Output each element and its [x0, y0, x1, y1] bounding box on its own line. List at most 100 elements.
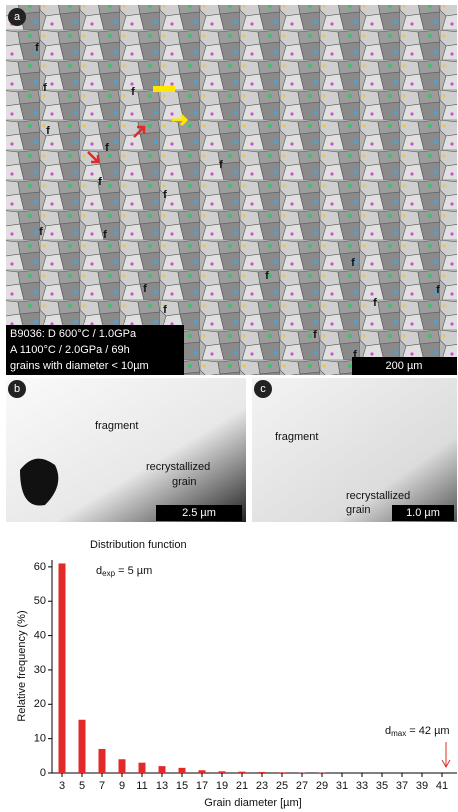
scale-bar-label: 200 µm — [386, 360, 423, 372]
fragment-mark: f — [46, 125, 50, 137]
y-tick-label: 40 — [34, 629, 46, 641]
arrow — [172, 113, 189, 127]
y-tick-label: 10 — [34, 733, 46, 745]
annotation: dexp = 5 µm — [96, 565, 152, 578]
annotation: dmax = 42 µm — [385, 725, 450, 738]
caption-line: B9036: D 600°C / 1.0GPa — [10, 328, 137, 340]
annotation-sub: exp — [102, 569, 115, 578]
annotation-main: d — [385, 725, 391, 737]
x-tick-label: 37 — [396, 780, 408, 792]
scale-box — [352, 357, 457, 375]
region-label: grain — [346, 504, 370, 516]
fragment-mark: f — [373, 297, 377, 309]
fragment-mark: f — [163, 304, 167, 316]
fragment-mark: f — [219, 159, 223, 171]
scale-bar-label: 1.0 µm — [406, 507, 440, 519]
x-tick-label: 13 — [156, 780, 168, 792]
fragment-mark: f — [39, 226, 43, 238]
bar — [258, 771, 266, 773]
x-tick-label: 7 — [99, 780, 105, 792]
bar — [178, 767, 186, 773]
bar — [78, 719, 86, 773]
inclusion — [20, 458, 59, 506]
bar — [238, 771, 246, 773]
x-tick-label: 23 — [256, 780, 268, 792]
scale-box — [156, 505, 242, 521]
annotation-rest: = 42 µm — [406, 725, 449, 737]
fragment-mark: f — [103, 229, 107, 241]
annotation-main: d — [96, 565, 102, 577]
panel-label: b — [14, 383, 20, 395]
x-axis-label: Grain diameter [µm] — [204, 797, 301, 809]
dmax-arrow — [441, 742, 451, 769]
panel-b: b fragment recrystallized grain 2.5 µm — [6, 378, 246, 522]
panel-label: c — [260, 383, 266, 395]
region-label: grain — [172, 476, 196, 488]
region-label: fragment — [95, 420, 138, 432]
caption-line: A 1100°C / 2.0GPa / 69h — [10, 344, 130, 356]
arrow — [133, 125, 146, 138]
panel-label: a — [14, 11, 21, 23]
fragment-mark: f — [131, 86, 135, 98]
chart-title: Distribution function — [90, 539, 187, 551]
fragment-mark: f — [313, 329, 317, 341]
x-tick-label: 39 — [416, 780, 428, 792]
arrow — [87, 151, 100, 164]
fragment-mark: f — [105, 142, 109, 154]
x-tick-label: 15 — [176, 780, 188, 792]
y-tick-label: 50 — [34, 595, 46, 607]
x-tick-label: 25 — [276, 780, 288, 792]
bar — [98, 748, 106, 773]
x-tick-label: 21 — [236, 780, 248, 792]
panel-c: c fragment recrystallized grain 1.0 µm — [252, 378, 457, 522]
x-tick-label: 5 — [79, 780, 85, 792]
micrograph-c — [252, 378, 457, 522]
region-label: fragment — [275, 431, 318, 443]
scale-box — [392, 505, 454, 521]
x-tick-label: 33 — [356, 780, 368, 792]
bar — [138, 762, 146, 773]
x-tick-label: 17 — [196, 780, 208, 792]
panel-badge — [8, 380, 26, 398]
fragment-mark: f — [143, 283, 147, 295]
y-axis-label: Relative frequency (%) — [16, 610, 28, 721]
y-tick-label: 30 — [34, 664, 46, 676]
x-tick-label: 11 — [136, 780, 147, 792]
fragment-mark: f — [43, 82, 47, 94]
fragment-mark: f — [35, 42, 39, 54]
region-label: recrystallized — [146, 461, 210, 473]
x-tick-label: 27 — [296, 780, 308, 792]
annotation-sub: max — [391, 729, 406, 738]
panel-badge — [8, 8, 26, 26]
annotation-rest: = 5 µm — [115, 565, 152, 577]
fragment-mark: f — [351, 257, 355, 269]
panel-badge — [254, 380, 272, 398]
x-tick-label: 19 — [216, 780, 228, 792]
x-tick-label: 3 — [59, 780, 65, 792]
fragment-mark: f — [265, 270, 269, 282]
fragment-mark: f — [98, 176, 102, 188]
fragment-mark: f — [436, 284, 440, 296]
x-tick-label: 35 — [376, 780, 388, 792]
micrograph-a — [6, 5, 457, 375]
marker — [153, 86, 175, 92]
y-tick-label: 0 — [40, 767, 46, 779]
x-tick-label: 31 — [336, 780, 348, 792]
caption-box — [6, 325, 184, 375]
caption-line: grains with diameter < 10µm — [10, 360, 149, 372]
fragment-mark: f — [163, 189, 167, 201]
bar — [58, 563, 66, 773]
x-tick-label: 9 — [119, 780, 125, 792]
panel-a: a B9036: D 600°C / 1.0GPa A 1100°C / 2.0… — [6, 5, 457, 375]
y-tick-label: 20 — [34, 698, 46, 710]
y-tick-label: 60 — [34, 561, 46, 573]
bar — [218, 771, 226, 773]
bar — [198, 770, 206, 773]
scale-bar-label: 2.5 µm — [182, 507, 216, 519]
x-tick-label: 41 — [436, 780, 448, 792]
x-tick-label: 29 — [316, 780, 328, 792]
bar — [118, 759, 126, 773]
fragment-mark: f — [353, 349, 357, 361]
region-label: recrystallized — [346, 490, 410, 502]
